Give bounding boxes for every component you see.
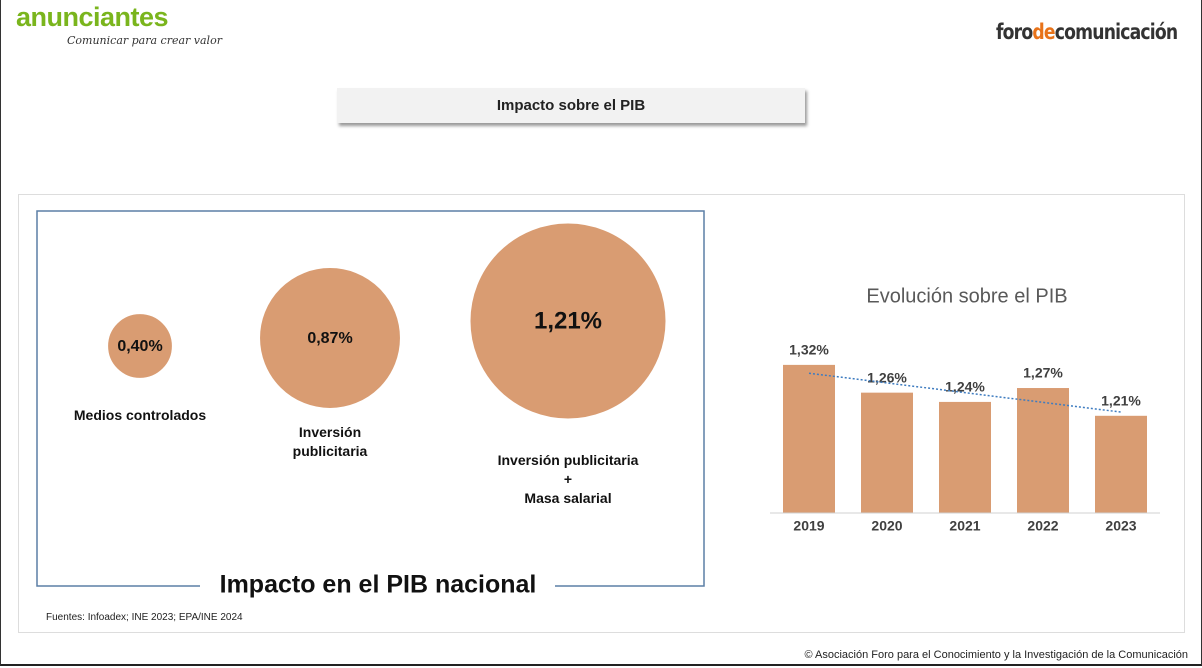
bar-title: Evolución sobre el PIB — [866, 285, 1067, 307]
x-tick-label: 2022 — [1027, 518, 1058, 534]
bar — [939, 401, 991, 513]
bar — [783, 364, 835, 513]
bubble-label: 1,21% — [534, 307, 602, 334]
title-backdrop — [200, 570, 555, 602]
partner-logo: forodecomunicación — [996, 20, 1178, 44]
bubble — [469, 222, 667, 420]
logo-part: foro — [996, 20, 1033, 44]
bubble — [259, 267, 401, 409]
bubble-title: Impacto en el PIB nacional — [220, 571, 537, 599]
x-tick-label: 2019 — [793, 518, 824, 534]
x-tick-label: 2020 — [871, 518, 902, 534]
bar-label: 1,32% — [789, 342, 829, 358]
tagline: Comunicar para crear valor — [67, 34, 222, 47]
bubble — [107, 313, 173, 379]
logo-part: comunicación — [1054, 20, 1178, 44]
category-label: Inversión publicitaria + Masa salarial — [497, 452, 639, 506]
footer: © Asociación Foro para el Conocimiento y… — [804, 649, 1188, 661]
bubble-label: 0,87% — [307, 330, 352, 347]
bubble-label: 0,40% — [117, 338, 162, 355]
bar-label: 1,24% — [945, 379, 985, 395]
logo-part: de — [1032, 20, 1055, 44]
category-label: Inversión publicitaria — [292, 424, 368, 459]
panel — [18, 194, 1185, 633]
source: Fuentes: Infoadex; INE 2023; EPA/INE 202… — [46, 612, 243, 623]
trendline — [808, 372, 1122, 413]
bar — [861, 392, 913, 513]
bar-label: 1,27% — [1023, 365, 1063, 381]
bar — [1095, 415, 1147, 513]
brand-logo: anunciantes — [16, 2, 169, 32]
bar-label: 1,21% — [1101, 393, 1141, 409]
x-tick-label: 2023 — [1105, 518, 1136, 534]
bar — [1017, 388, 1069, 513]
category-label: Medios controlados — [73, 407, 207, 423]
slide-title: Impacto sobre el PIB — [337, 88, 805, 123]
x-tick-label: 2021 — [949, 518, 980, 534]
bar-label: 1,26% — [867, 369, 907, 385]
